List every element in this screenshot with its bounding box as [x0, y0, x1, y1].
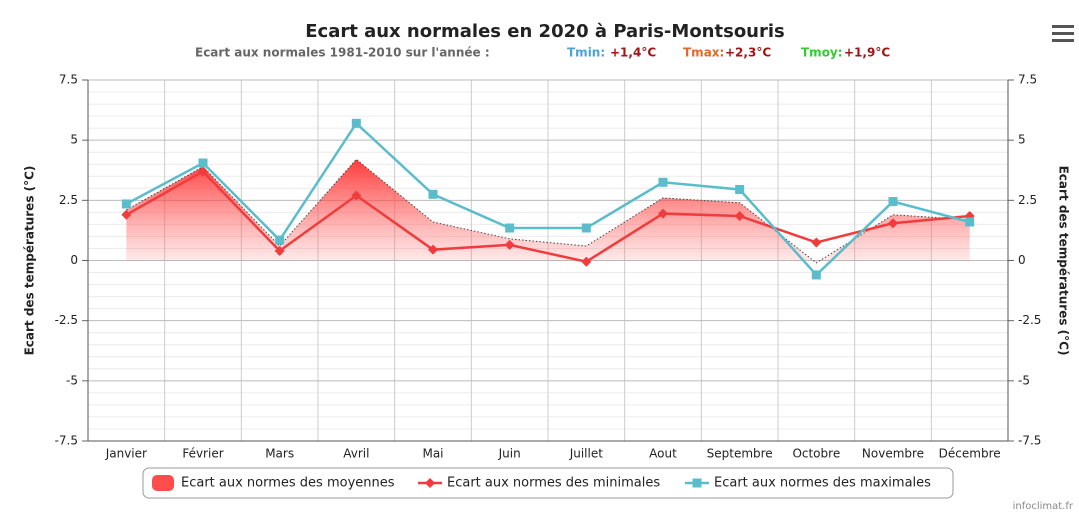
marker — [811, 237, 822, 248]
x-tick-label: Janvier — [105, 447, 147, 461]
y-tick-label: 0 — [70, 253, 78, 267]
y2-tick-label: -5 — [1018, 373, 1030, 387]
marker — [504, 239, 515, 250]
marker — [428, 189, 438, 199]
marker — [505, 223, 515, 233]
subtitle-label: Tmoy: — [801, 46, 843, 60]
area — [126, 159, 970, 263]
chart-title: Ecart aux normales en 2020 à Paris-Monts… — [305, 21, 785, 42]
subtitle-value: +1,9°C — [844, 46, 890, 60]
marker — [735, 185, 745, 195]
x-tick-label: Aout — [649, 447, 677, 461]
x-tick-label: Février — [182, 447, 223, 461]
marker — [351, 190, 362, 201]
subtitle: Ecart aux normales 1981-2010 sur l'année… — [195, 46, 490, 60]
marker — [888, 197, 898, 207]
marker — [275, 235, 285, 245]
y-tick-label: -2.5 — [55, 313, 78, 327]
x-tick-label: Octobre — [792, 447, 840, 461]
x-tick-label: Septembre — [707, 447, 773, 461]
x-tick-label: Mai — [422, 447, 443, 461]
marker — [351, 118, 361, 128]
legend-marker — [425, 478, 435, 488]
x-tick-label: Mars — [265, 447, 294, 461]
marker — [121, 209, 132, 220]
x-tick-label: Juin — [498, 447, 521, 461]
credit: infoclimat.fr — [1013, 501, 1074, 512]
y-tick-label: 5 — [70, 133, 78, 147]
area-line — [126, 158, 970, 264]
marker — [198, 166, 208, 177]
x-tick-label: Avril — [343, 447, 369, 461]
marker — [428, 244, 438, 255]
y-tick-label: 2.5 — [59, 193, 78, 207]
menu-bar — [1052, 39, 1074, 42]
y2-tick-label: -2.5 — [1018, 313, 1041, 327]
marker — [658, 177, 668, 187]
legend-swatch — [152, 475, 174, 491]
line — [125, 121, 970, 277]
marker — [811, 270, 821, 280]
menu-bar — [1052, 25, 1074, 28]
x-tick-label: Novembre — [862, 447, 924, 461]
marker — [888, 218, 898, 229]
marker — [965, 217, 975, 227]
line — [125, 169, 970, 264]
marker — [658, 208, 668, 219]
y2-tick-label: 0 — [1018, 253, 1026, 267]
legend-box — [142, 467, 954, 499]
menu-bar — [1052, 32, 1074, 35]
y2-tick-label: 7.5 — [1018, 73, 1037, 87]
marker — [198, 158, 208, 168]
y2-tick-label: 2.5 — [1018, 193, 1037, 207]
marker — [121, 199, 131, 209]
y2-tick-label: -7.5 — [1018, 434, 1041, 448]
y2-axis-title: Ecart des températures (°C) — [1057, 166, 1071, 356]
menu-button[interactable] — [1052, 25, 1074, 42]
y-tick-label: -5 — [66, 373, 78, 387]
legend-label: Ecart aux normes des minimales — [447, 476, 660, 491]
y-tick-label: -7.5 — [55, 434, 78, 448]
legend-marker — [692, 478, 702, 488]
subtitle-value: +2,3°C — [725, 46, 771, 60]
y-tick-label: 7.5 — [59, 73, 78, 87]
x-tick-label: Décembre — [939, 447, 1001, 461]
subtitle-value: +1,4°C — [610, 46, 656, 60]
subtitle-label: Tmax: — [683, 46, 724, 60]
legend-label: Ecart aux normes des maximales — [714, 476, 931, 491]
legend-label: Ecart aux normes des moyennes — [181, 476, 395, 491]
marker — [581, 223, 591, 233]
y-axis-title: Ecart des températures (°C) — [23, 166, 37, 356]
subtitle-label: Tmin: — [567, 46, 605, 60]
marker — [274, 245, 285, 256]
y2-tick-label: 5 — [1018, 133, 1026, 147]
x-tick-label: Juillet — [569, 447, 604, 461]
marker — [581, 256, 592, 267]
marker — [734, 210, 745, 221]
